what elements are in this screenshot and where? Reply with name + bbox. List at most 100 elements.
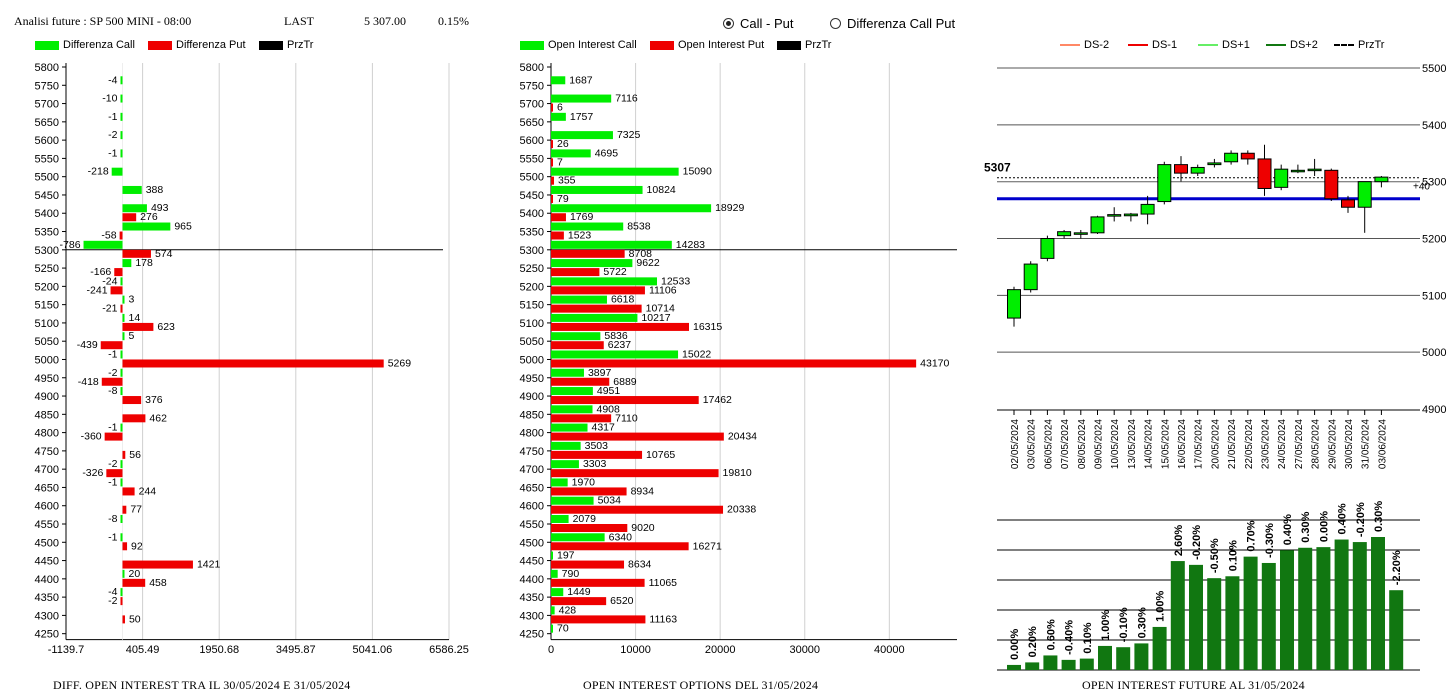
candle-body — [1057, 231, 1072, 237]
oi-call-bar — [551, 460, 579, 469]
radio-differenza-call-put[interactable]: Differenza Call Put — [830, 16, 955, 31]
legend-differenza-put: Differenza Put — [148, 39, 246, 51]
oi-future-bar — [1134, 643, 1149, 670]
put-diff-bar-value: -166 — [90, 266, 111, 278]
legend-label: Differenza Call — [63, 39, 135, 51]
oi-future-change-label: 0.40% — [1337, 503, 1349, 534]
candle-body — [1073, 232, 1088, 235]
x-tick-label: 28/05/2024 — [1311, 419, 1322, 469]
put-diff-bar-value: 458 — [149, 577, 167, 589]
x-tick-label: 13/05/2024 — [1127, 419, 1138, 469]
oi-call-bar — [551, 405, 593, 414]
legend-prztr-3: PrzTr — [1334, 39, 1384, 51]
y-tick-label: 5000 — [520, 354, 544, 366]
oi-call-bar-value: 4317 — [592, 422, 616, 434]
oi-put-bar-value: 19810 — [723, 467, 752, 479]
oi-put-bar — [551, 140, 553, 149]
put-diff-bar — [120, 597, 123, 606]
oi-future-bar — [1280, 550, 1294, 670]
oi-call-bar-value: 5836 — [604, 330, 628, 342]
y-tick-label: 5700 — [35, 99, 59, 111]
legend-label: DS+2 — [1290, 39, 1318, 51]
oi-call-bar — [551, 569, 558, 578]
oi-call-bar — [551, 149, 591, 158]
oi-call-bar — [551, 423, 588, 432]
current-price-label: 5307 — [984, 161, 1011, 175]
oi-future-change-label: 0.00% — [1318, 511, 1330, 542]
y-tick-label: 5400 — [35, 208, 59, 220]
y-tick-label: 5600 — [520, 135, 544, 147]
oi-future-change-label: 0.10% — [1082, 622, 1094, 653]
oi-put-bar-value: 43170 — [920, 357, 949, 369]
oi-future-bar — [1079, 658, 1094, 670]
y-tick-label: 5250 — [35, 263, 59, 275]
put-diff-bar-value: 462 — [149, 412, 167, 424]
oi-call-bar — [551, 222, 624, 231]
x-tick-label: 23/05/2024 — [1261, 419, 1272, 469]
oi-put-bar-value: 11106 — [649, 284, 677, 296]
oi-future-change-label: 1.00% — [1155, 591, 1167, 622]
oi-put-bar-value: 16315 — [693, 321, 722, 333]
oi-put-bar — [551, 414, 612, 423]
oi-call-bar — [551, 551, 553, 560]
radio-call-put[interactable]: Call - Put — [723, 16, 793, 31]
y-tick-label: 4650 — [520, 482, 544, 494]
oi-put-bar — [551, 103, 553, 112]
x-tick-label: 03/06/2024 — [1377, 419, 1388, 469]
oi-call-bar-value: 1449 — [567, 586, 591, 598]
call-diff-bar-value: -8 — [108, 385, 117, 397]
oi-call-bar-value: 10824 — [647, 184, 676, 196]
oi-call-bar-value: 10217 — [641, 312, 670, 324]
oi-future-bar — [1116, 647, 1131, 670]
oi-future-change-label: 2.60% — [1173, 525, 1185, 556]
put-diff-bar-value: -360 — [81, 431, 102, 443]
call-diff-bar — [120, 131, 123, 140]
call-diff-bar-value: -1 — [108, 476, 117, 488]
y-tick-label: 4300 — [520, 610, 544, 622]
call-diff-bar — [120, 478, 123, 487]
oi-put-bar — [551, 524, 628, 532]
x-tick-label: 0 — [548, 644, 554, 656]
legend-label: PrzTr — [287, 39, 314, 51]
candle-body — [1357, 181, 1372, 208]
y-tick-label: 5150 — [35, 300, 59, 312]
oi-call-bar-value: 3303 — [583, 458, 607, 470]
y-tick-label: 5300 — [1422, 177, 1446, 189]
y-tick-label: 5050 — [35, 336, 59, 348]
put-diff-bar-value: -21 — [102, 303, 117, 315]
y-tick-label: 4900 — [520, 391, 544, 403]
call-diff-bar — [122, 332, 125, 341]
call-diff-bar-value: -1 — [108, 348, 117, 360]
legend-swatch — [520, 40, 544, 50]
legend-prztr: PrzTr — [259, 39, 313, 51]
y-tick-label: 5700 — [520, 99, 544, 111]
oi-call-bar — [551, 76, 566, 85]
legend-label: Differenza Put — [176, 39, 246, 51]
call-diff-bar — [120, 149, 123, 158]
x-tick-label: 06/05/2024 — [1043, 419, 1054, 469]
oi-put-bar — [551, 249, 625, 258]
put-diff-bar — [122, 615, 125, 624]
candle-body — [1140, 203, 1155, 215]
oi-future-bar — [1098, 645, 1112, 670]
put-diff-bar — [104, 432, 123, 441]
put-diff-bar — [100, 341, 123, 350]
oi-put-bar-value: 8634 — [628, 559, 652, 571]
oi-call-bar — [551, 167, 679, 176]
call-diff-bar — [122, 295, 125, 304]
change-percent: 0.15% — [438, 14, 469, 28]
oi-call-bar — [551, 277, 658, 286]
oi-call-bar — [551, 259, 633, 268]
legend-swatch — [148, 40, 172, 50]
y-tick-label: 5500 — [35, 172, 59, 184]
y-tick-label: 4350 — [520, 592, 544, 604]
y-tick-label: 5000 — [35, 354, 59, 366]
call-diff-bar-value: 178 — [135, 257, 153, 269]
put-diff-bar — [114, 268, 123, 277]
y-tick-label: 5800 — [520, 62, 544, 74]
oi-call-bar — [551, 368, 584, 377]
oi-future-change-label: -2.20% — [1391, 550, 1403, 585]
oi-future-change-label: 0.40% — [1282, 514, 1294, 545]
legend-label: Open Interest Put — [678, 39, 765, 51]
candle-body — [1324, 169, 1339, 200]
